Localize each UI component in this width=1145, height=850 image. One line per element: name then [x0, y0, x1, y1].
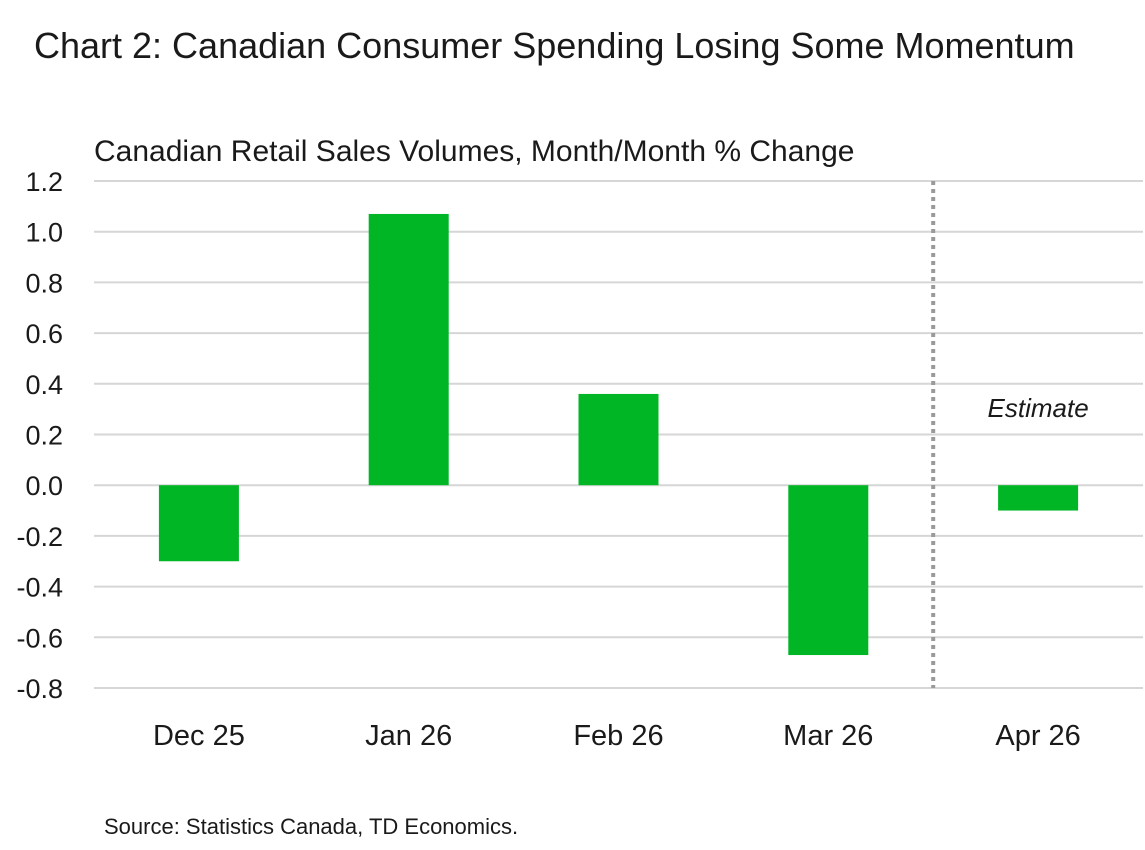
bar [368, 213, 449, 486]
chart-title: Chart 2: Canadian Consumer Spending Losi… [34, 25, 1075, 66]
bar [578, 393, 659, 486]
y-tick-label: -0.2 [16, 522, 63, 552]
x-tick-label: Jan 26 [365, 720, 452, 752]
x-tick-label: Feb 26 [573, 720, 663, 752]
y-tick-label: 0.4 [25, 370, 63, 400]
x-tick-label: Apr 26 [995, 720, 1080, 752]
annotations: Estimate [988, 393, 1089, 423]
source-note: Source: Statistics Canada, TD Economics. [104, 814, 519, 839]
bar [998, 485, 1079, 511]
x-tick-label: Dec 25 [153, 720, 245, 752]
bar [158, 485, 239, 562]
y-tick-label: 1.0 [25, 218, 63, 248]
bar-chart: 1.2 1.0 0.8 0.6 0.4 0.2 0.0 -0.2 -0.4 -0.6 -0.8 De… [16, 167, 1143, 752]
x-axis-labels: Dec 25 Jan 26 Feb 26 Mar 26 Apr 26 [153, 720, 1081, 752]
y-tick-label: 0.0 [25, 471, 63, 501]
y-tick-label: 1.2 [25, 167, 63, 197]
x-tick-label: Mar 26 [783, 720, 873, 752]
chart-subtitle: Canadian Retail Sales Volumes, Month/Mon… [94, 135, 855, 168]
y-tick-label: 0.2 [25, 421, 63, 451]
bar [788, 485, 869, 656]
estimate-annotation: Estimate [988, 393, 1089, 423]
y-tick-label: 0.6 [25, 319, 63, 349]
y-tick-label: -0.4 [16, 573, 63, 603]
bars [158, 213, 1079, 656]
y-tick-label: -0.6 [16, 623, 63, 653]
y-tick-label: 0.8 [25, 268, 63, 298]
y-axis-ticks: 1.2 1.0 0.8 0.6 0.4 0.2 0.0 -0.2 -0.4 -0.6 -0.8 [16, 167, 63, 704]
y-tick-label: -0.8 [16, 674, 63, 704]
